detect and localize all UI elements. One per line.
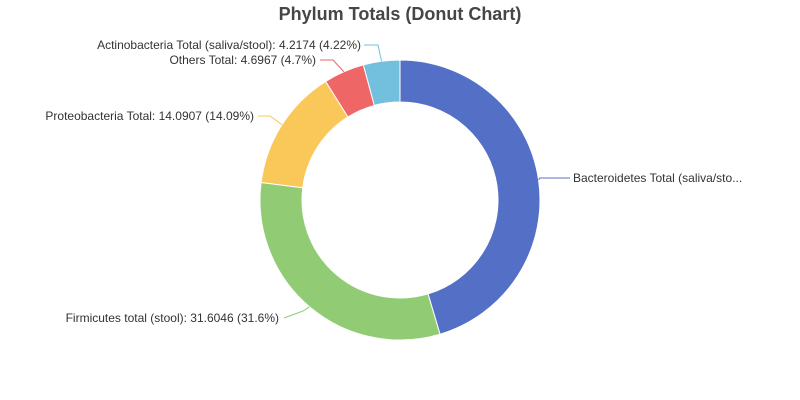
leader-line	[364, 44, 382, 62]
donut-slices	[259, 59, 541, 341]
slice-label: Firmicutes total (stool): 31.6046 (31.6%…	[66, 311, 279, 325]
chart-title: Phylum Totals (Donut Chart)	[279, 4, 522, 24]
slice-label: Proteobacteria Total: 14.0907 (14.09%)	[45, 109, 254, 123]
donut-slice-firmicutes-total-stool[interactable]	[259, 181, 441, 341]
donut-slice-actinobacteria-total-saliva-stool[interactable]	[362, 59, 401, 107]
slice-label: Bacteroidetes Total (saliva/sto...	[573, 171, 742, 185]
leader-line	[320, 59, 345, 73]
donut-slice-bacteroidetes-total-saliva-stool[interactable]	[399, 59, 541, 335]
leader-line	[258, 115, 283, 126]
label-leader-lines	[258, 44, 570, 319]
slice-label: Others Total: 4.6967 (4.7%)	[169, 53, 316, 67]
donut-slice-proteobacteria-total[interactable]	[260, 80, 349, 189]
leader-line	[283, 306, 310, 319]
slice-label: Actinobacteria Total (saliva/stool): 4.2…	[97, 38, 361, 52]
leader-line	[538, 177, 570, 181]
slice-labels: Bacteroidetes Total (saliva/sto... Firmic…	[45, 38, 742, 325]
